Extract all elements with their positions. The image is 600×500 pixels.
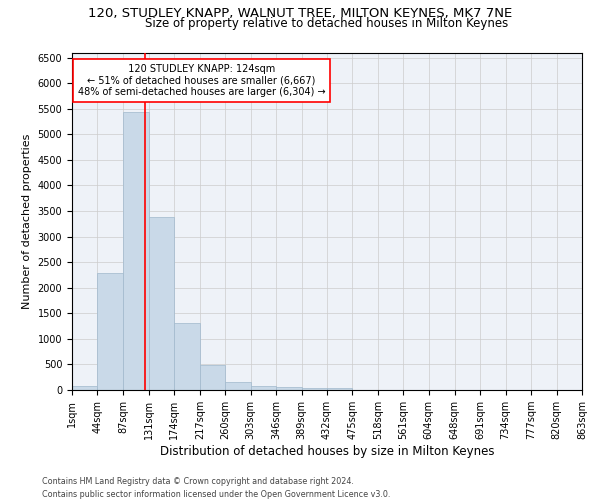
Bar [225, 382, 251, 390]
Bar [251, 386, 276, 390]
Bar [97, 274, 123, 390]
Text: 120 STUDLEY KNAPP: 124sqm  
← 51% of detached houses are smaller (6,667)
48% of : 120 STUDLEY KNAPP: 124sqm ← 51% of detac… [78, 64, 325, 97]
Bar [149, 216, 175, 390]
Text: 120, STUDLEY KNAPP, WALNUT TREE, MILTON KEYNES, MK7 7NE: 120, STUDLEY KNAPP, WALNUT TREE, MILTON … [88, 8, 512, 20]
Bar [72, 386, 97, 390]
Bar [175, 323, 200, 390]
Y-axis label: Number of detached properties: Number of detached properties [22, 134, 32, 309]
Bar [327, 388, 352, 390]
Bar [302, 388, 327, 390]
Bar [200, 366, 225, 390]
Title: Size of property relative to detached houses in Milton Keynes: Size of property relative to detached ho… [145, 18, 509, 30]
Bar [123, 112, 149, 390]
Text: Contains HM Land Registry data © Crown copyright and database right 2024.
Contai: Contains HM Land Registry data © Crown c… [42, 478, 391, 499]
Bar [276, 387, 302, 390]
X-axis label: Distribution of detached houses by size in Milton Keynes: Distribution of detached houses by size … [160, 445, 494, 458]
